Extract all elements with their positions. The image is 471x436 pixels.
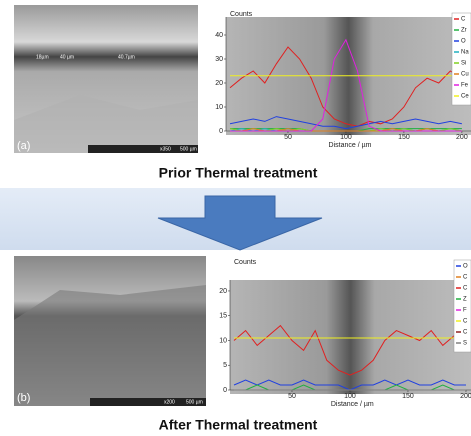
sem-scale: 500 µm — [186, 399, 203, 405]
y-tick-label: 5 — [223, 362, 227, 369]
x-tick-label: 50 — [288, 393, 296, 400]
legend-label: C — [461, 17, 466, 23]
y-tick-label: 10 — [219, 337, 227, 344]
y-tick-label: 20 — [215, 80, 223, 87]
x-tick-label: 200 — [460, 393, 471, 400]
x-tick-label: 100 — [340, 134, 352, 141]
panel-label: (b) — [17, 392, 30, 404]
page: { "captions": {"top": "Prior Thermal tre… — [0, 0, 471, 436]
caption: After Thermal treatment — [159, 417, 318, 433]
y-axis-label: Counts — [230, 11, 253, 18]
legend-label: C — [463, 286, 468, 292]
y-tick-label: 10 — [215, 104, 223, 111]
figure: (a) x350 500 µm 18µm 40 µm 40.7µm Prior … — [0, 0, 471, 436]
x-tick-label: 50 — [284, 134, 292, 141]
x-tick-label: 200 — [456, 134, 468, 141]
y-tick-label: 0 — [223, 387, 227, 394]
y-tick-label: 15 — [219, 313, 227, 320]
sem-magnification: x200 — [164, 399, 175, 405]
sem-measure: 40.7µm — [118, 54, 135, 60]
legend-label: S — [463, 341, 467, 347]
legend-label: Ce — [461, 94, 469, 100]
legend-label: O — [461, 39, 466, 45]
x-tick-label: 150 — [402, 393, 414, 400]
legend-label: O — [463, 264, 468, 270]
panel-label: (a) — [17, 140, 30, 152]
plot-background — [230, 280, 471, 394]
x-tick-label: 150 — [398, 134, 410, 141]
y-axis-label: Counts — [234, 259, 257, 266]
x-axis-label: Distance / µm — [331, 401, 374, 408]
caption: Prior Thermal treatment — [159, 165, 318, 181]
sem-measure: 40 µm — [60, 54, 74, 60]
x-axis-label: Distance / µm — [329, 142, 372, 149]
legend-label: Zr — [461, 28, 467, 34]
sem-measure: 18µm — [36, 54, 49, 60]
legend-label: F — [463, 308, 467, 314]
y-tick-label: 30 — [215, 56, 223, 63]
y-tick-label: 0 — [219, 128, 223, 135]
y-tick-label: 40 — [215, 32, 223, 39]
legend-label: Na — [461, 50, 469, 56]
legend-label: Z — [463, 297, 467, 303]
legend-label: Cu — [461, 72, 469, 78]
legend-label: Si — [461, 61, 466, 67]
legend-label: Fe — [461, 83, 469, 89]
y-tick-label: 20 — [219, 288, 227, 295]
sem-texture — [14, 285, 206, 406]
legend-label: C — [463, 330, 468, 336]
x-tick-label: 100 — [344, 393, 356, 400]
sem-magnification: x350 — [160, 146, 171, 152]
sem-scale: 500 µm — [180, 146, 197, 152]
legend-label: C — [463, 319, 468, 325]
legend-label: C — [463, 275, 468, 281]
